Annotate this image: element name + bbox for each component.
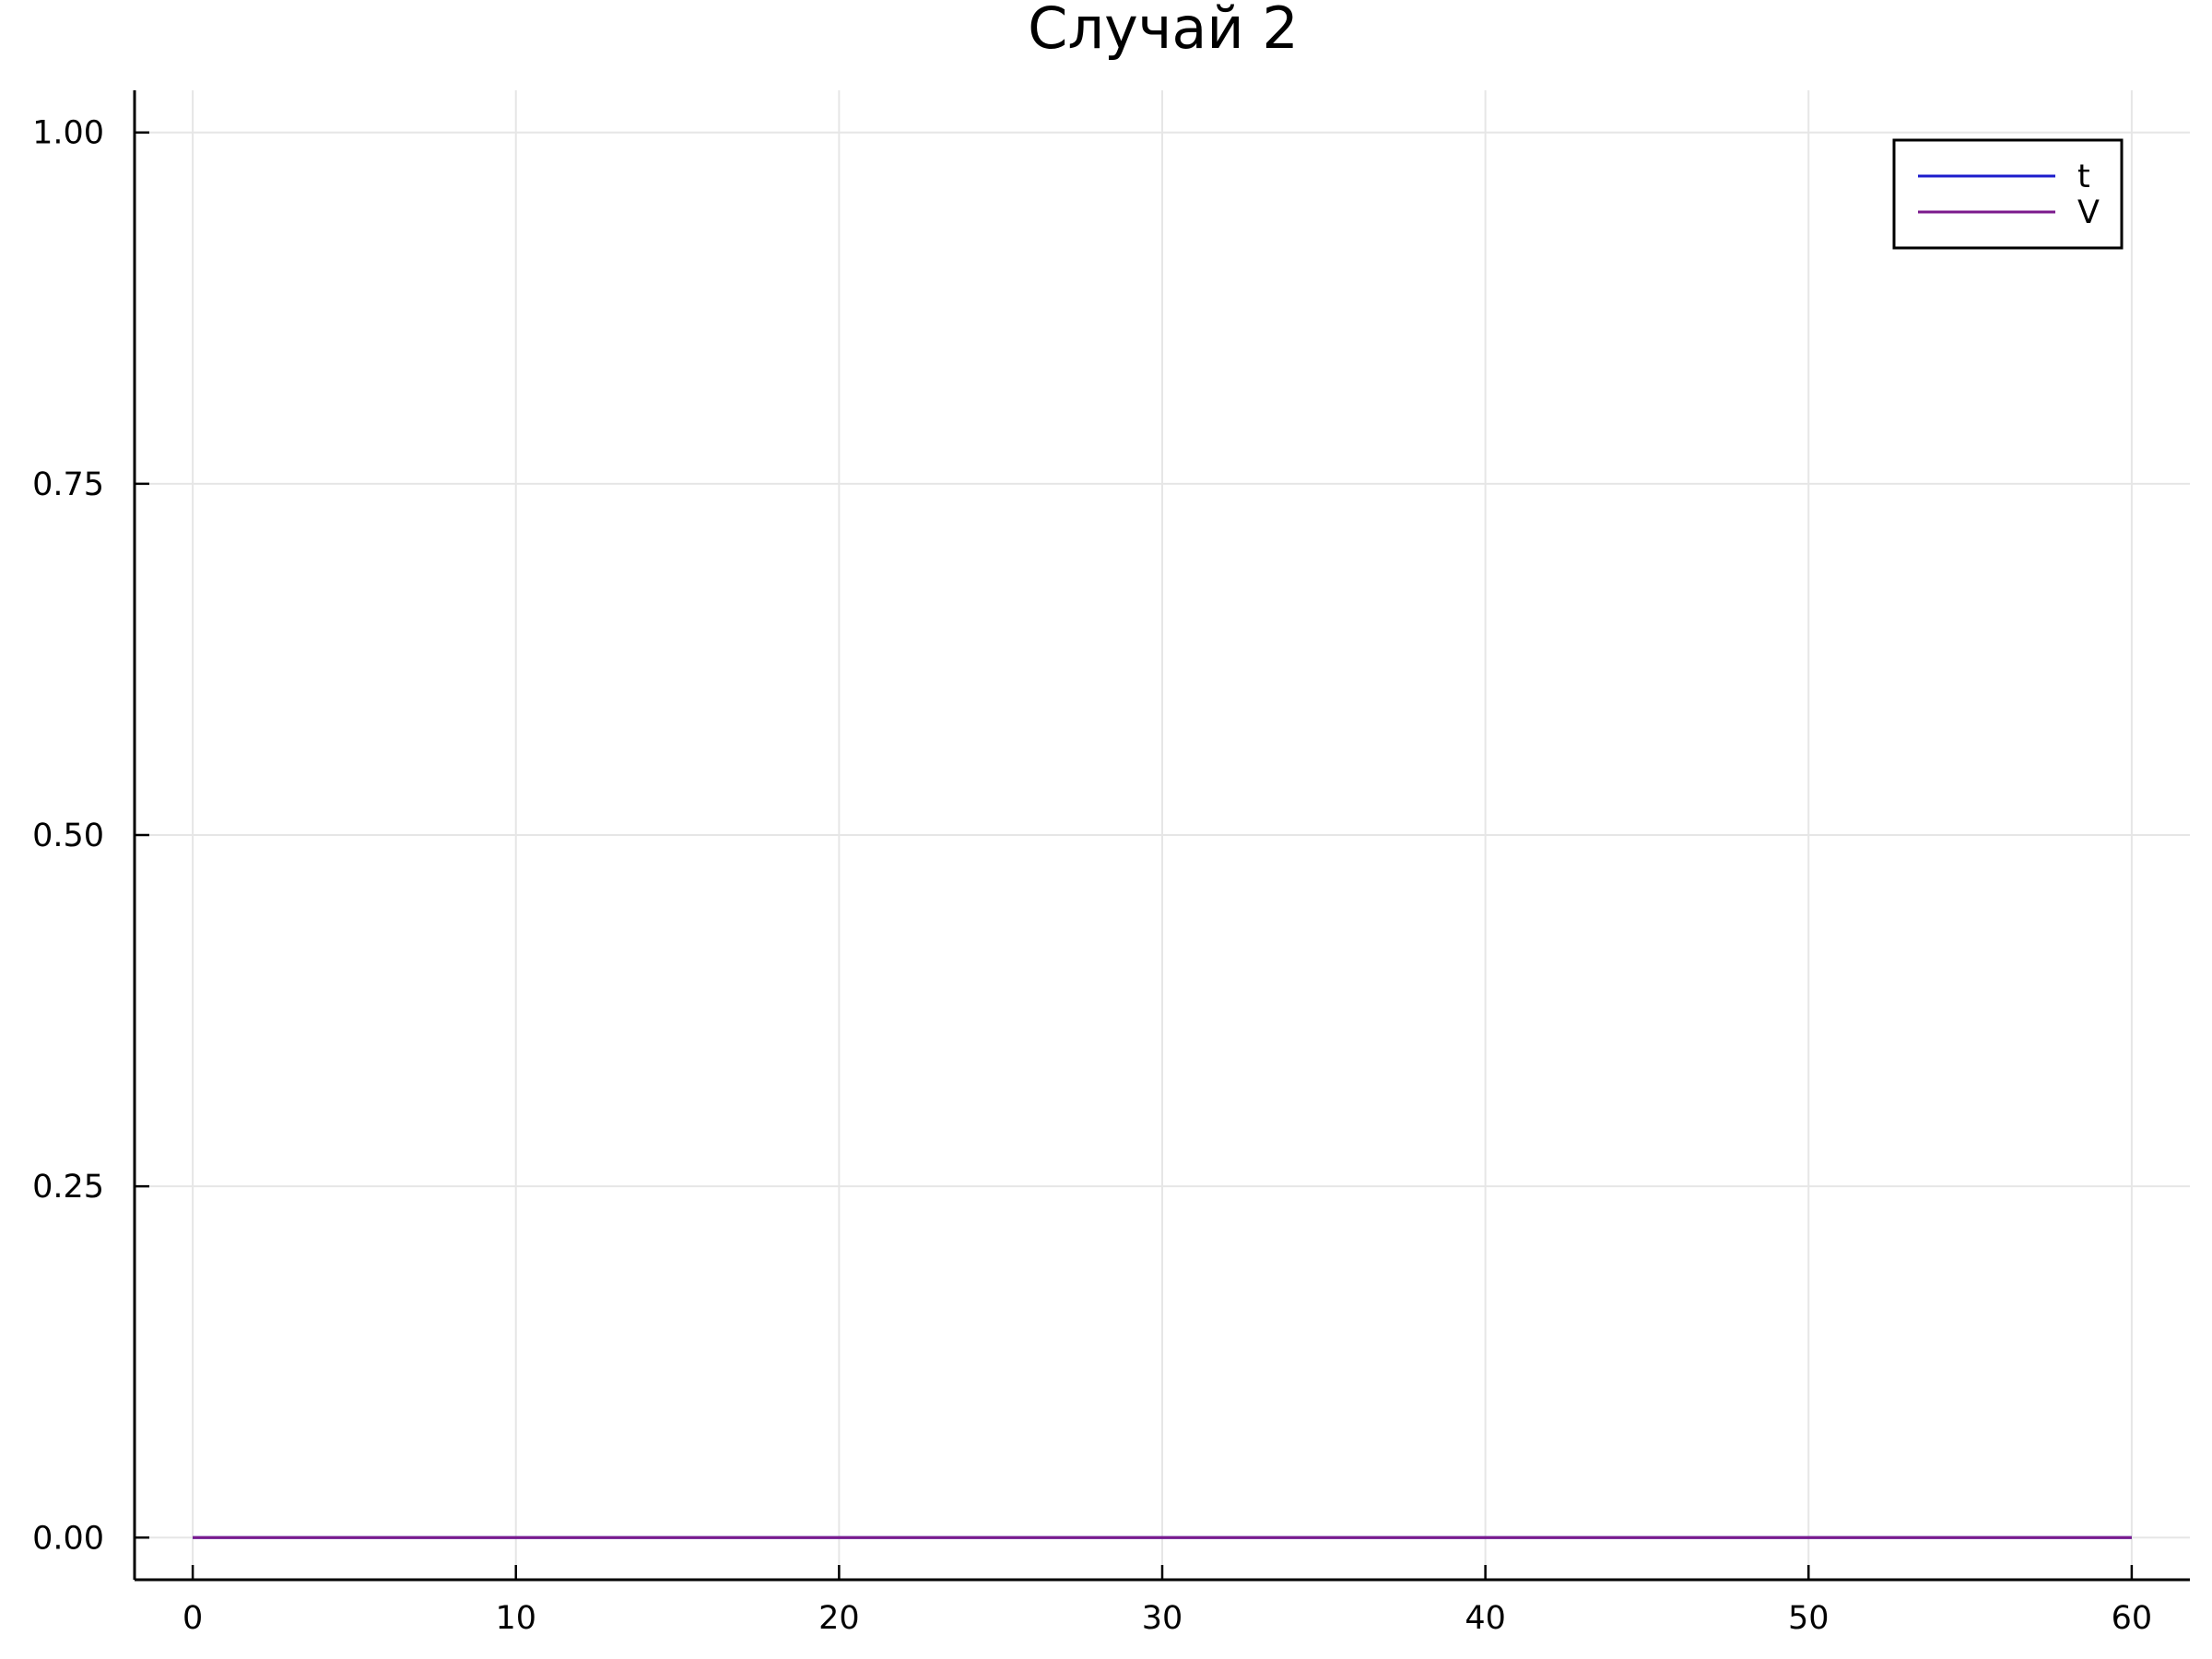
grid-layer [135, 90, 2190, 1580]
x-tick-label: 50 [1788, 1600, 1830, 1637]
legend-items: tV [1918, 159, 2100, 231]
legend: tV [1892, 138, 2124, 250]
legend-label-t: t [2077, 159, 2090, 195]
y-tick-label: 1.00 [32, 115, 104, 152]
y-tick-label: 0.75 [32, 466, 104, 503]
y-tick-label: 0.00 [32, 1520, 104, 1557]
x-tick-label: 60 [2112, 1600, 2153, 1637]
y-tick-label: 0.25 [32, 1169, 104, 1206]
y-tick-label: 0.50 [32, 818, 104, 854]
legend-box [1892, 138, 2124, 250]
x-ticks: 0 10 20 30 40 50 60 [182, 1565, 2152, 1637]
x-tick-label: 0 [182, 1600, 203, 1637]
x-tick-label: 20 [818, 1600, 860, 1637]
x-tick-label: 10 [495, 1600, 536, 1637]
x-tick-label: 30 [1142, 1600, 1183, 1637]
y-ticks: 0.00 0.25 0.50 0.75 1.00 [32, 115, 149, 1557]
legend-label-V: V [2077, 194, 2100, 231]
x-tick-label: 40 [1465, 1600, 1506, 1637]
chart-title: Случай 2 [1028, 0, 1299, 62]
